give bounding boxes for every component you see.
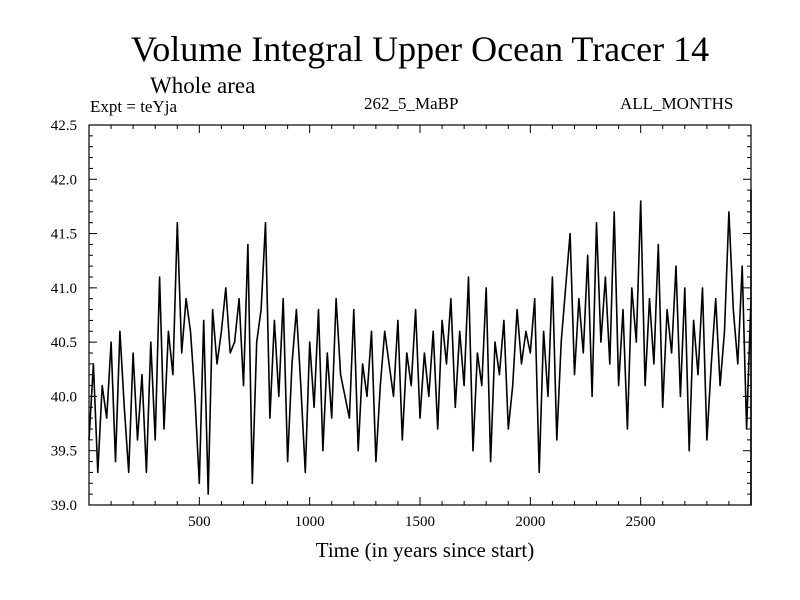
y-tick-label: 40.5 [51, 335, 77, 351]
x-tick-label: 500 [188, 514, 211, 530]
series-group [88, 189, 752, 506]
y-tick-label: 41.5 [51, 227, 77, 243]
y-tick-label: 39.0 [51, 498, 77, 514]
y-tick-label: 42.0 [51, 172, 77, 188]
y-tick-label: 40.0 [51, 389, 77, 405]
axis-tick-labels: 500 1000 1500 2000 2500 39.0 39.5 40.0 40.5 41.0 4… [51, 118, 656, 530]
chart-title: Volume Integral Upper Ocean Tracer 14 [130, 29, 710, 69]
experiment-label: Expt = teYja [90, 97, 178, 116]
x-axis-label: Time (in years since start) [315, 538, 535, 562]
chart-subtitle: Whole area [150, 73, 256, 98]
x-tick-label: 1500 [405, 514, 435, 530]
run-label: 262_5_MaBP [364, 94, 459, 113]
y-tick-label: 41.0 [51, 281, 77, 297]
y-tick-label: 42.5 [51, 118, 77, 134]
x-tick-label: 2000 [515, 514, 545, 530]
x-tick-label: 1000 [295, 514, 325, 530]
months-label: ALL_MONTHS [620, 94, 734, 113]
x-tick-label: 2500 [626, 514, 656, 530]
plot-frame [88, 124, 752, 506]
y-tick-label: 39.5 [51, 444, 77, 460]
series-line [88, 189, 752, 506]
